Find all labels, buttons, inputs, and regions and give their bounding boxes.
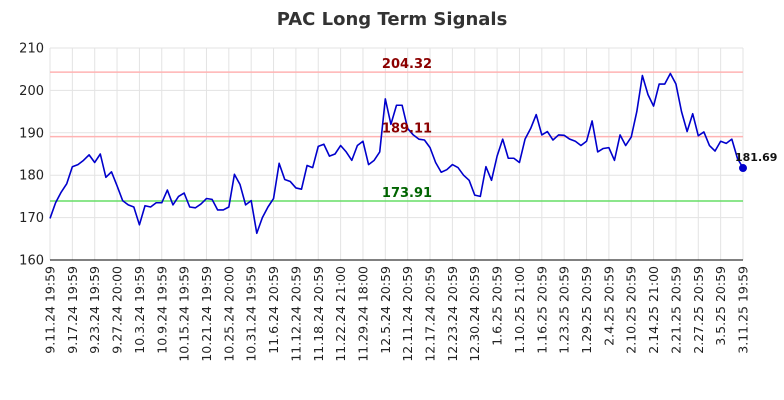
- x-tick-label: 2.10.25 20:59: [624, 266, 639, 354]
- chart-title: PAC Long Term Signals: [277, 9, 508, 30]
- x-tick-label: 12.17.24 20:59: [423, 266, 438, 362]
- x-tick-label: 2.21.25 20:59: [668, 266, 683, 354]
- x-tick-label: 11.18.24 20:59: [311, 266, 326, 362]
- x-tick-label: 9.11.24 19:59: [43, 266, 58, 354]
- level-labels: 204.32 189.11 173.91 181.69: [382, 57, 778, 201]
- y-tick-label: 180: [19, 169, 44, 184]
- x-tick-label: 1.16.25 20:59: [534, 266, 549, 354]
- y-tick-label: 160: [19, 254, 44, 269]
- x-tick-label: 2.4.25 20:59: [601, 266, 616, 346]
- x-tick-label: 9.17.24 19:59: [65, 266, 80, 354]
- x-tick-label: 12.23.24 20:59: [445, 266, 460, 362]
- x-tick-label: 10.25.24 20:00: [221, 266, 236, 362]
- y-tick-label: 170: [19, 211, 44, 226]
- signal-level-label: 173.91: [382, 186, 432, 201]
- x-tick-label: 11.12.24 20:59: [288, 266, 303, 362]
- x-tick-label: 10.21.24 19:59: [199, 266, 214, 362]
- axes: 160 170 180 190 200 210 9.11.24 19:59 9.17.24 1…: [19, 42, 750, 362]
- last-point-marker: [739, 164, 747, 173]
- x-tick-label: 1.10.25 21:00: [512, 266, 527, 354]
- x-tick-label: 9.23.24 19:59: [87, 266, 102, 354]
- signal-level-label: 204.32: [382, 57, 432, 72]
- x-tick-label: 12.30.24 20:59: [467, 266, 482, 362]
- x-tick-label: 10.31.24 19:59: [244, 266, 259, 362]
- x-tick-label: 1.29.25 20:59: [579, 266, 594, 354]
- y-tick-label: 200: [19, 84, 44, 99]
- x-tick-label: 12.5.24 20:59: [378, 266, 393, 354]
- x-tick-label: 10.9.24 19:59: [154, 266, 169, 354]
- x-tick-label: 10.3.24 19:59: [132, 266, 147, 354]
- x-tick-label: 11.22.24 21:00: [333, 266, 348, 362]
- signal-level-label: 189.11: [382, 122, 432, 137]
- x-tick-label: 3.5.25 20:59: [713, 266, 728, 346]
- x-tick-label: 2.27.25 20:59: [691, 266, 706, 354]
- y-tick-label: 190: [19, 126, 44, 141]
- x-tick-label: 11.6.24 20:59: [266, 266, 281, 354]
- x-tick-label: 3.11.25 19:59: [736, 266, 751, 354]
- x-tick-label: 1.23.25 20:59: [557, 266, 572, 354]
- signal-levels: [50, 71, 743, 202]
- last-point-label: 181.69: [735, 151, 777, 164]
- x-tick-label: 9.27.24 20:00: [110, 266, 125, 354]
- price-line: [49, 72, 744, 235]
- x-tick-label: 2.14.25 21:00: [646, 266, 661, 354]
- x-tick-label: 11.29.24 18:00: [355, 266, 370, 362]
- y-tick-label: 210: [19, 42, 44, 57]
- price-series: [49, 72, 747, 235]
- x-tick-label: 1.6.25 20:59: [490, 266, 505, 346]
- x-tick-label: 12.11.24 20:59: [400, 266, 415, 362]
- x-tick-label: 10.15.24 19:59: [177, 266, 192, 362]
